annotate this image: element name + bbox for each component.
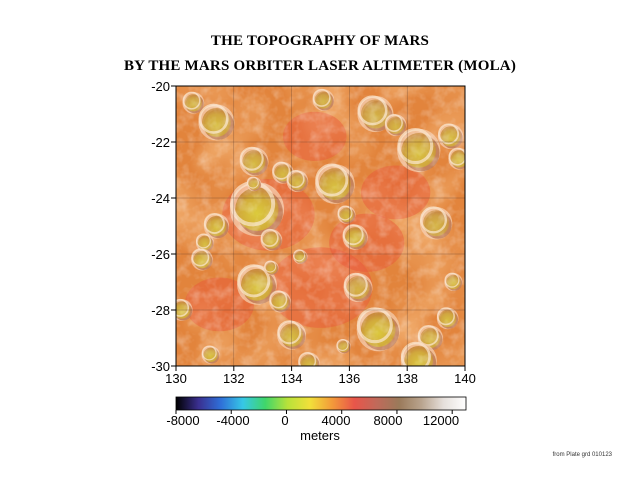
colorbar-tick-label: 12000 — [422, 413, 460, 428]
source-note: from Plate grd 010123 — [552, 452, 612, 458]
y-tick-label: -28 — [151, 303, 170, 318]
y-tick-label: -24 — [151, 191, 170, 206]
x-tick-label: 130 — [165, 371, 187, 386]
map-frame — [175, 85, 466, 367]
colorbar-tick-label: 8000 — [373, 413, 403, 428]
y-tick-label: -20 — [151, 79, 170, 94]
x-tick-label: 134 — [280, 371, 303, 386]
colorbar-tick-label: -8000 — [166, 413, 200, 428]
x-tick-label: 132 — [222, 371, 245, 386]
title-line-1: THE TOPOGRAPHY OF MARS — [210, 33, 430, 49]
colorbar — [175, 396, 467, 411]
y-tick-label: -30 — [151, 359, 170, 374]
x-tick-label: 136 — [338, 371, 361, 386]
map-texture — [176, 86, 465, 366]
colorbar-tick-label: 4000 — [321, 413, 351, 428]
colorbar-tick-label: 0 — [281, 413, 289, 428]
colorbar-ticks — [175, 410, 453, 414]
x-tick-label: 138 — [396, 371, 419, 386]
axis-ticks — [171, 85, 466, 371]
y-tick-label: -26 — [151, 247, 170, 262]
x-tick-label: 140 — [454, 371, 476, 386]
colorbar-units: meters — [300, 428, 340, 443]
y-tick-label: -22 — [151, 135, 170, 150]
topography-map — [176, 86, 465, 366]
map-grid — [176, 86, 465, 366]
title-line-2: BY THE MARS ORBITER LASER ALTIMETER (MOL… — [123, 58, 517, 74]
colorbar-tick-label: -4000 — [216, 413, 250, 428]
